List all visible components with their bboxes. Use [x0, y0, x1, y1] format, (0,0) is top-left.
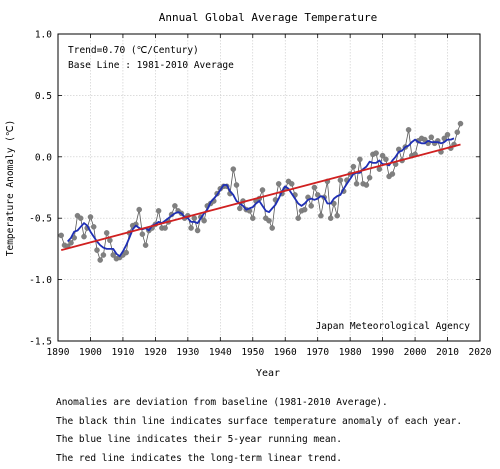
x-tick-label: 2000 — [404, 347, 427, 358]
anomaly-point — [136, 206, 142, 213]
x-tick-label: 1900 — [79, 347, 102, 358]
anomaly-point — [139, 231, 146, 237]
anomaly-point — [103, 230, 110, 236]
anomaly-point — [318, 212, 324, 219]
anomaly-point — [454, 129, 461, 135]
anomaly-point — [350, 163, 357, 170]
anomaly-point — [81, 233, 87, 240]
anomaly-point — [90, 224, 97, 230]
anomaly-point — [58, 232, 64, 239]
anomaly-point — [383, 156, 389, 163]
temperature-chart: Annual Global Average Temperature -1.5-1… — [5, 11, 492, 379]
chart-notes: Anomalies are deviation from baseline (1… — [56, 394, 496, 469]
anomaly-point — [142, 242, 149, 248]
x-tick-label: 1910 — [111, 347, 134, 358]
anomaly-point — [405, 127, 412, 133]
y-axis-ticks: -1.5 -1.0 -0.5 0.0 0.5 1.0 — [29, 30, 480, 348]
x-tick-label: 1990 — [371, 347, 394, 358]
anomaly-point — [334, 212, 340, 219]
anomaly-point — [201, 217, 207, 224]
x-tick-label: 1930 — [176, 347, 199, 358]
anomaly-point — [191, 215, 198, 221]
anomaly-point — [428, 134, 435, 140]
grid — [57, 33, 481, 342]
anomaly-point — [301, 206, 308, 213]
anomaly-point — [172, 203, 178, 209]
anomaly-point — [237, 205, 243, 212]
y-tick-label: -1.0 — [29, 275, 52, 286]
x-axis-ticks: 1890 1900 1910 1920 1930 1940 1950 1960 1970 1980… — [47, 34, 492, 358]
y-tick-label: -1.5 — [29, 337, 52, 348]
anomaly-point — [162, 225, 168, 231]
anomaly-point — [457, 120, 464, 127]
anomaly-point — [379, 152, 386, 159]
baseline-annotation: Base Line : 1981-2010 Average — [68, 60, 234, 71]
anomaly-point — [444, 131, 451, 138]
anomaly-point — [363, 182, 370, 188]
x-tick-label: 1960 — [274, 347, 297, 358]
x-axis-label: Year — [256, 368, 280, 379]
anomaly-point — [373, 150, 379, 156]
trend-line — [60, 143, 461, 251]
anomaly-point — [188, 225, 194, 231]
anomaly-point — [266, 217, 272, 224]
x-tick-label: 1950 — [241, 347, 264, 358]
y-axis-label: Temperature Anomaly (℃) — [5, 120, 16, 257]
x-tick-label: 1920 — [144, 347, 167, 358]
anomaly-point — [337, 177, 344, 183]
anomaly-point — [269, 225, 275, 231]
anomaly-point — [275, 181, 282, 187]
y-tick-label: 0.0 — [35, 152, 52, 163]
anomaly-point — [230, 166, 237, 172]
note-black-line: The black thin line indicates surface te… — [56, 415, 463, 427]
x-tick-label: 1970 — [306, 347, 329, 358]
anomaly-point — [389, 171, 396, 177]
anomaly-point — [155, 208, 162, 214]
plot-frame — [57, 33, 481, 342]
note-baseline: Anomalies are deviation from baseline (1… — [56, 397, 388, 408]
series-layer — [58, 120, 464, 263]
x-tick-label: 1980 — [339, 347, 362, 358]
x-tick-label: 2010 — [436, 347, 459, 358]
x-tick-label: 2020 — [469, 347, 492, 358]
y-tick-label: 1.0 — [35, 30, 52, 41]
anomaly-point — [194, 227, 201, 234]
anomaly-point — [87, 214, 94, 220]
anomaly-point — [77, 215, 84, 221]
anomaly-point — [353, 181, 360, 187]
anomaly-point — [357, 156, 363, 163]
anomaly-point — [250, 215, 256, 221]
anomaly-point — [94, 247, 100, 253]
anomaly-point — [123, 249, 129, 256]
anomaly-point — [110, 252, 116, 258]
anomaly-point — [366, 174, 373, 181]
anomaly-point — [295, 215, 301, 221]
x-tick-label: 1940 — [209, 347, 232, 358]
anomaly-point — [100, 252, 107, 258]
anomaly-point — [327, 215, 334, 221]
anomaly-point — [288, 181, 295, 187]
y-tick-label: 0.5 — [35, 91, 52, 102]
anomaly-point — [259, 187, 266, 193]
anomaly-point — [311, 184, 318, 191]
x-tick-label: 1890 — [47, 347, 70, 358]
y-tick-label: -0.5 — [29, 214, 52, 225]
note-red-line: The red line indicates the long-term lin… — [56, 453, 342, 465]
source-label: Japan Meteorological Agency — [316, 321, 471, 332]
note-blue-line: The blue line indicates their 5-year run… — [56, 434, 342, 446]
anomaly-point — [233, 182, 240, 188]
anomaly-point — [97, 257, 103, 263]
anomaly-point — [308, 203, 314, 209]
chart-title: Annual Global Average Temperature — [159, 11, 378, 24]
trend-annotation: Trend=0.70 (℃/Century) — [68, 45, 199, 56]
anomaly-point — [68, 240, 74, 246]
